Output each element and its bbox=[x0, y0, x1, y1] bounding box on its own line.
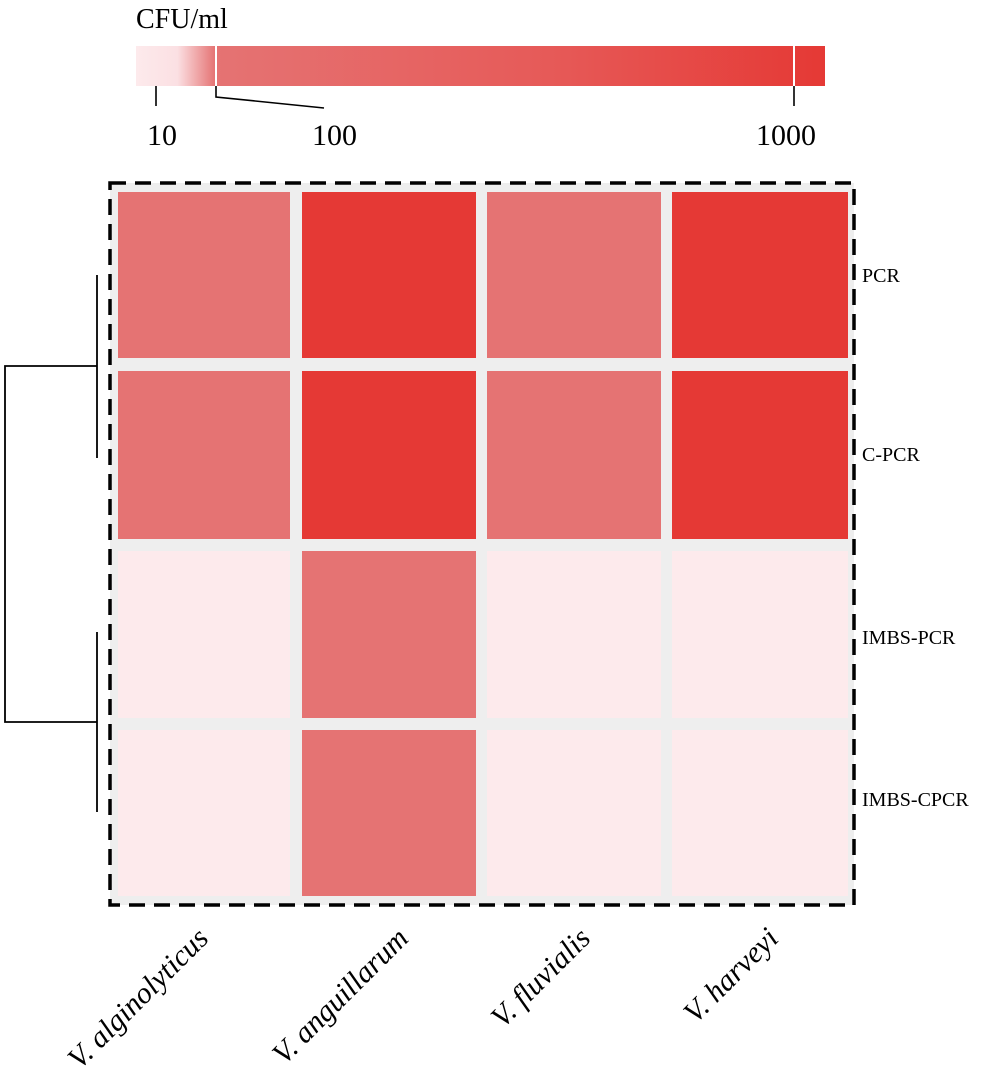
column-label-harveyi: V. harveyi bbox=[677, 922, 785, 1030]
column-label-fluvialis: V. fluvialis bbox=[484, 922, 597, 1035]
dendrogram-branch bbox=[4, 365, 97, 723]
colorbar-tick-100 bbox=[215, 86, 325, 109]
column-labels: V. alginolyticus V. anguillarum V. fluvi… bbox=[61, 922, 785, 1076]
heatmap-cell-r2-c2 bbox=[487, 551, 661, 718]
heatmap-cell-r2-c3 bbox=[672, 551, 848, 718]
colorbar-title: CFU/ml bbox=[136, 4, 228, 35]
heatmap-cell-r0-c1 bbox=[302, 192, 476, 358]
heatmap-cell-r1-c3 bbox=[672, 371, 848, 539]
heatmap-cell-r0-c0 bbox=[118, 192, 290, 358]
row-labels: PCR C-PCR IMBS-PCR IMBS-CPCR bbox=[862, 265, 969, 811]
row-dendrogram bbox=[4, 275, 98, 812]
heatmap-cell-r2-c1 bbox=[302, 551, 476, 718]
column-label-alginolyticus: V. alginolyticus bbox=[61, 922, 215, 1076]
colorbar: CFU/ml 10 100 1000 bbox=[136, 4, 825, 152]
heatmap-cell-r3-c2 bbox=[487, 730, 661, 896]
row-label-pcr: PCR bbox=[862, 265, 900, 287]
row-label-imbs-cpcr: IMBS-CPCR bbox=[862, 789, 969, 811]
colorbar-tick-label-1000: 1000 bbox=[756, 119, 816, 152]
colorbar-gradient bbox=[136, 46, 825, 86]
heatmap-cell-r3-c1 bbox=[302, 730, 476, 896]
colorbar-tick-label-100: 100 bbox=[312, 119, 357, 152]
column-label-anguillarum: V. anguillarum bbox=[266, 922, 415, 1071]
heatmap-cell-r1-c2 bbox=[487, 371, 661, 539]
heatmap-border bbox=[108, 181, 856, 907]
heatmap-cell-r0-c2 bbox=[487, 192, 661, 358]
heatmap-cell-r0-c3 bbox=[672, 192, 848, 358]
row-label-c-pcr: C-PCR bbox=[862, 444, 920, 466]
heatmap-cell-r1-c0 bbox=[118, 371, 290, 539]
heatmap-cell-r2-c0 bbox=[118, 551, 290, 718]
heatmap-cell-r3-c0 bbox=[118, 730, 290, 896]
heatmap-cell-r3-c3 bbox=[672, 730, 848, 896]
colorbar-tick-label-10: 10 bbox=[147, 119, 177, 152]
row-label-imbs-pcr: IMBS-PCR bbox=[862, 627, 956, 649]
heatmap-cell-r1-c1 bbox=[302, 371, 476, 539]
heatmap-cells bbox=[118, 192, 848, 896]
